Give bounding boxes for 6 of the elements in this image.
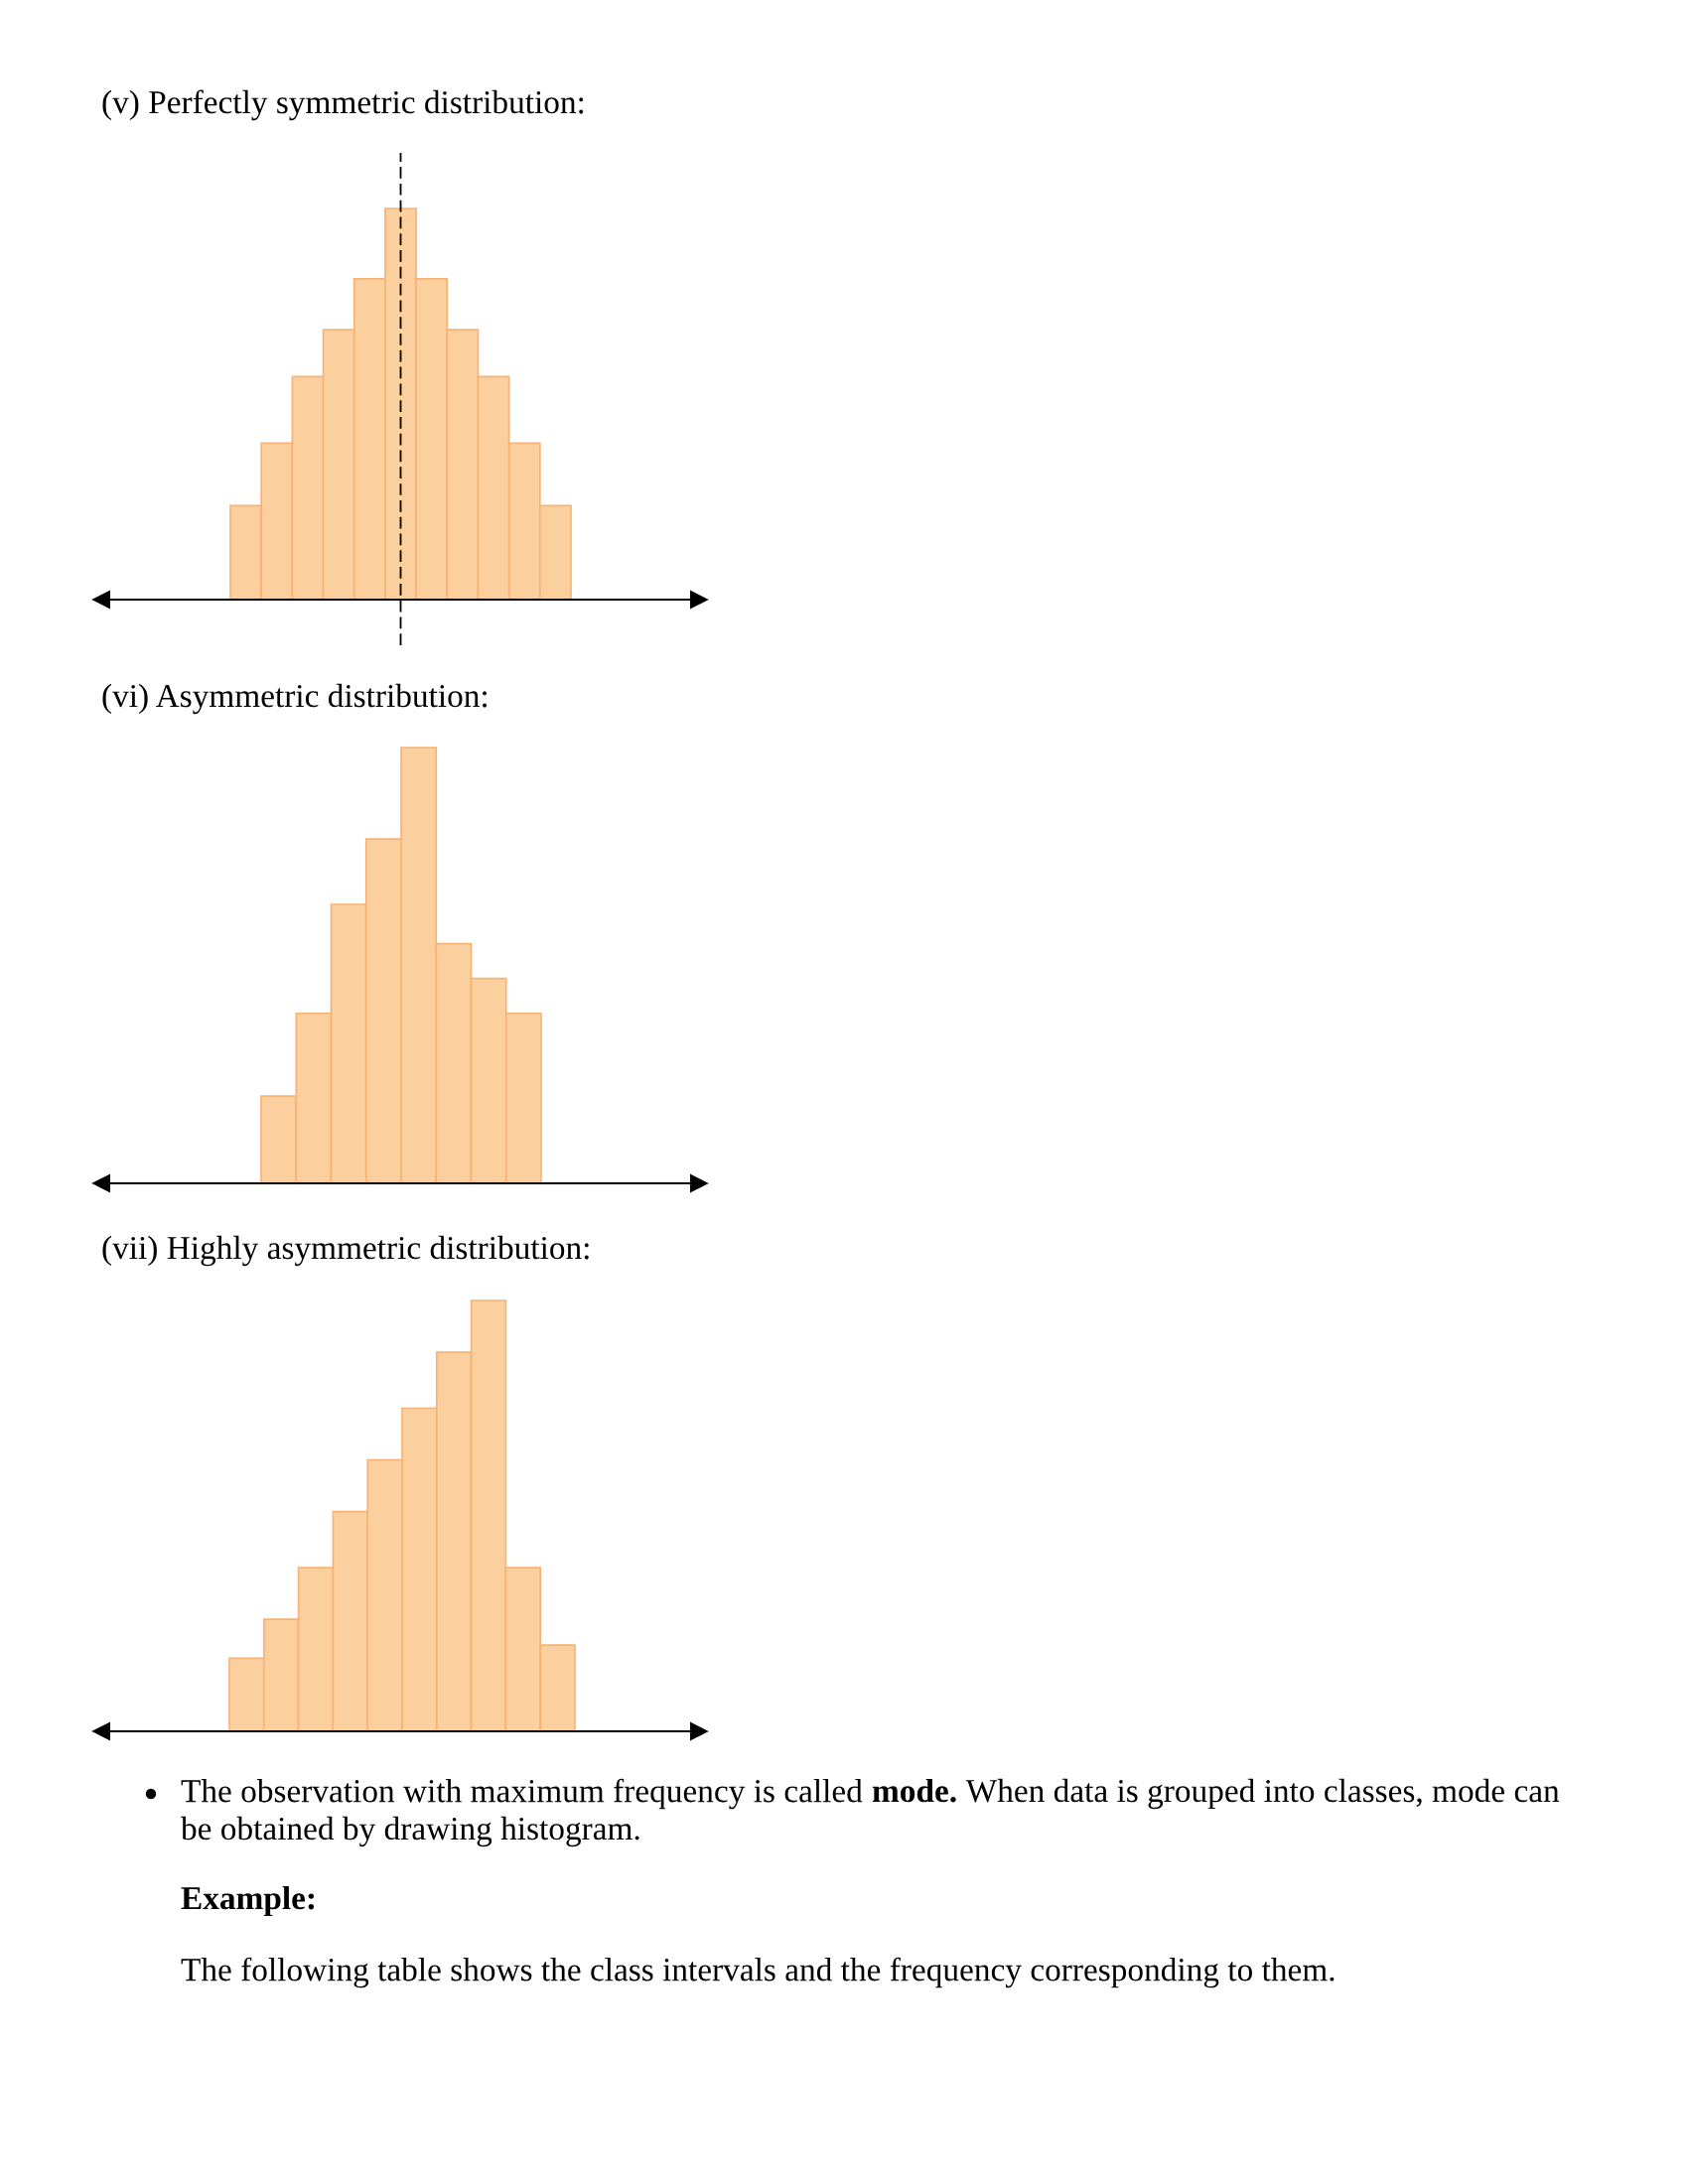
text: The observation with maximum frequency is called mode. When data is grouped into classes, mode can be obtained by drawing histogram. — [181, 1778, 1560, 1847]
chart-title: (vi) Asymmetric distribution: — [102, 683, 488, 715]
text: The following table shows the class intervals and the frequency corresponding to them. — [181, 1957, 1335, 1988]
chart-title: (vii) Highly asymmetric distribution: — [102, 1235, 589, 1267]
text: Example: — [181, 1885, 315, 1917]
chart-title: (v) Perfectly symmetric distribution: — [102, 89, 584, 121]
